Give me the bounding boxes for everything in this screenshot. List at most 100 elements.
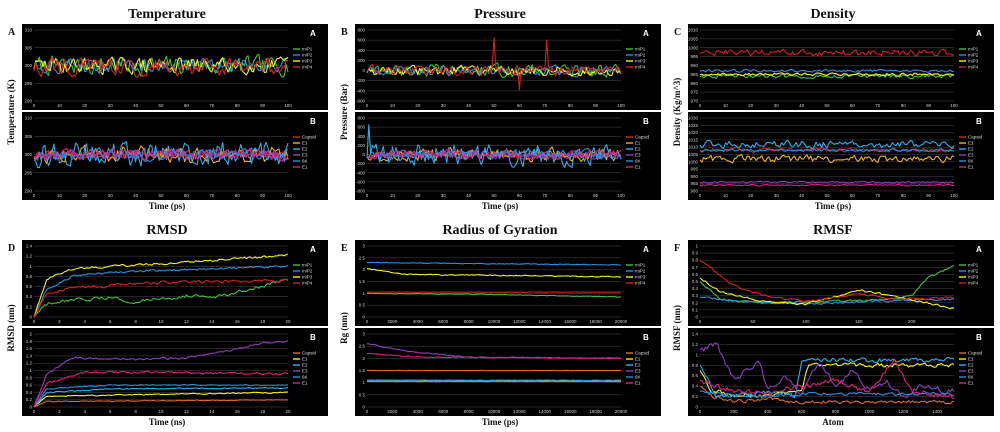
y-tick-label: 1 [29, 264, 32, 269]
x-tick-label: 2000 [387, 409, 398, 414]
x-tick-label: 10000 [488, 409, 501, 414]
y-tick-label: 1010 [688, 145, 699, 150]
legend-entry: E1 [302, 165, 308, 170]
x-tick-label: 20 [748, 193, 754, 198]
x-tick-label: 200 [908, 319, 916, 324]
series-line-capsid [699, 385, 955, 405]
legend-entry: miP3 [968, 275, 979, 280]
subplot-a: 0 0.1 0.2 0.3 0.4 0.5 0.6 0.7 0.8 0.9 1 0 50 100 150 20… [688, 240, 994, 326]
y-tick-label: 2.5 [359, 344, 366, 349]
x-tick-label: 100 [617, 193, 625, 198]
x-tick-label: 4 [84, 319, 87, 324]
x-tick-label: 30 [774, 193, 780, 198]
x-tick-label: 20 [285, 409, 291, 414]
x-tick-label: 90 [926, 103, 932, 108]
y-tick-label: 995 [690, 54, 698, 59]
legend-entry: Capsid [635, 351, 650, 356]
x-tick-label: 10 [57, 103, 63, 108]
y-tick-label: 1.5 [359, 368, 366, 373]
x-tick-label: 80 [235, 193, 241, 198]
subplot-b: -800 -600 -400 -200 0 200 400 600 800 0 10 20 30 40 50… [355, 112, 661, 200]
subplot-tag: B [310, 333, 316, 342]
x-tick-label: 6 [109, 319, 112, 324]
y-tick-label: 975 [690, 90, 698, 95]
series-line-e1 [366, 352, 622, 360]
y-axis-label: Density (Kg/m^3) [672, 78, 682, 146]
x-tick-label: 100 [617, 103, 625, 108]
y-tick-label: -600 [356, 179, 366, 184]
series-line-e2 [699, 139, 955, 150]
panel-letter: B [341, 27, 348, 38]
subplot-b: 0 0.2 0.4 0.6 0.8 1 1.2 1.4 0 200 400 600 800 1000 120… [688, 328, 994, 416]
x-tick-label: 0 [33, 319, 36, 324]
x-tick-label: 60 [184, 103, 190, 108]
x-tick-label: 70 [209, 193, 215, 198]
y-tick-label: 1000 [688, 45, 699, 50]
y-tick-label: 995 [690, 167, 698, 172]
legend-entry: miP3 [302, 59, 313, 64]
x-tick-label: 90 [593, 193, 599, 198]
legend-entry: miP4 [635, 65, 646, 70]
x-tick-label: 200 [730, 409, 738, 414]
x-tick-label: 10000 [488, 319, 501, 324]
panel-title: Pressure [474, 7, 526, 22]
x-tick-label: 6000 [438, 319, 449, 324]
y-tick-label: 800 [357, 28, 365, 33]
legend-entry: E3 [302, 369, 308, 374]
series-line-e1 [33, 391, 289, 408]
x-tick-label: 30 [774, 103, 780, 108]
x-tick-label: 4000 [413, 409, 424, 414]
series-line-mip1 [33, 278, 289, 318]
x-tick-label: 2 [58, 319, 61, 324]
y-tick-label: 1.2 [26, 254, 33, 259]
series-line-mip3 [33, 253, 289, 318]
series-line-mip4 [366, 37, 622, 91]
subplot-background [688, 24, 994, 110]
subplot-b: 290 295 300 305 310 0 10 20 30 40 50 60 70 80 90 100 Cap… [22, 112, 328, 200]
y-tick-label: 0.3 [692, 293, 699, 298]
panel-letter: F [674, 243, 680, 254]
x-tick-label: 30 [108, 193, 114, 198]
y-tick-label: 0 [362, 152, 365, 157]
legend-entry: E1 [635, 165, 641, 170]
x-tick-label: 50 [750, 319, 756, 324]
x-tick-label: 50 [158, 193, 164, 198]
legend-entry: Capsid [968, 351, 983, 356]
legend-entry: E2 [968, 147, 974, 152]
x-tick-label: 150 [855, 319, 863, 324]
subplot-tag: B [643, 333, 649, 342]
x-tick-label: 10 [390, 193, 396, 198]
legend-entry: E3 [968, 369, 974, 374]
y-tick-label: 0 [695, 315, 698, 320]
x-axis-label: Time (ps) [482, 417, 519, 427]
series-line-mip4 [699, 259, 955, 302]
panel-rg: Radius of Gyration E Rg (nm) Time (ps) 0 0.5 1… [339, 223, 661, 427]
subplot-tag: A [976, 245, 982, 254]
x-axis-label: Time (ps) [815, 201, 852, 211]
x-tick-label: 10 [57, 193, 63, 198]
y-tick-label: 985 [690, 181, 698, 186]
y-tick-label: 1 [362, 380, 365, 385]
series-line-6k [699, 148, 955, 153]
x-tick-label: 90 [260, 193, 266, 198]
series-line-e1 [33, 370, 289, 408]
y-tick-label: 0.6 [692, 373, 699, 378]
y-tick-label: 970 [690, 99, 698, 104]
y-tick-label: 0.2 [26, 304, 33, 309]
x-tick-label: 8000 [464, 319, 475, 324]
legend-entry: 6K [635, 375, 641, 380]
legend-entry: E1 [635, 141, 641, 146]
x-tick-label: 10 [723, 103, 729, 108]
y-tick-label: 0.6 [692, 272, 699, 277]
x-tick-label: 12 [184, 319, 190, 324]
y-tick-label: 0.2 [692, 394, 699, 399]
y-tick-label: 0.1 [692, 307, 699, 312]
series-line-mip2 [367, 261, 622, 266]
y-tick-label: 0 [362, 405, 365, 410]
subplot-tag: A [643, 245, 649, 254]
x-tick-label: 90 [260, 103, 266, 108]
x-tick-label: 800 [832, 409, 840, 414]
legend-entry: miP1 [968, 263, 979, 268]
legend-entry: E3 [968, 153, 974, 158]
x-tick-label: 30 [108, 103, 114, 108]
